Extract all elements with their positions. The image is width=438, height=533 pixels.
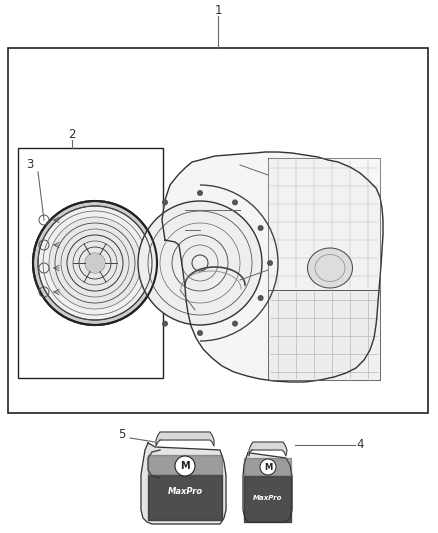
Polygon shape [148, 475, 222, 520]
Text: 3: 3 [26, 158, 34, 172]
Polygon shape [268, 290, 380, 380]
Polygon shape [156, 432, 214, 446]
Polygon shape [148, 455, 222, 475]
Bar [8, 48, 428, 413]
Circle shape [267, 260, 273, 266]
Circle shape [162, 199, 168, 205]
Circle shape [232, 321, 238, 327]
Text: M: M [264, 463, 272, 472]
Circle shape [175, 456, 195, 476]
Text: MaxPro: MaxPro [167, 488, 202, 497]
Polygon shape [249, 442, 287, 456]
Circle shape [49, 217, 141, 309]
Text: MaxPro: MaxPro [253, 495, 283, 501]
Polygon shape [244, 458, 291, 476]
Text: 1: 1 [214, 4, 222, 17]
Circle shape [197, 190, 203, 196]
Text: 5: 5 [118, 429, 126, 441]
Circle shape [197, 330, 203, 336]
Circle shape [258, 225, 264, 231]
Polygon shape [141, 443, 226, 524]
Circle shape [260, 459, 276, 475]
Polygon shape [243, 453, 292, 522]
Circle shape [85, 253, 105, 273]
Circle shape [162, 321, 168, 327]
Text: M: M [180, 461, 190, 471]
Text: 2: 2 [68, 127, 76, 141]
Circle shape [232, 199, 238, 205]
Circle shape [33, 201, 157, 325]
Polygon shape [162, 152, 383, 382]
Text: 4: 4 [356, 439, 364, 451]
Circle shape [38, 206, 152, 320]
Circle shape [138, 201, 262, 325]
Circle shape [258, 295, 264, 301]
Ellipse shape [307, 248, 353, 288]
Polygon shape [244, 476, 291, 522]
Polygon shape [268, 158, 380, 290]
Bar [18, 148, 163, 378]
